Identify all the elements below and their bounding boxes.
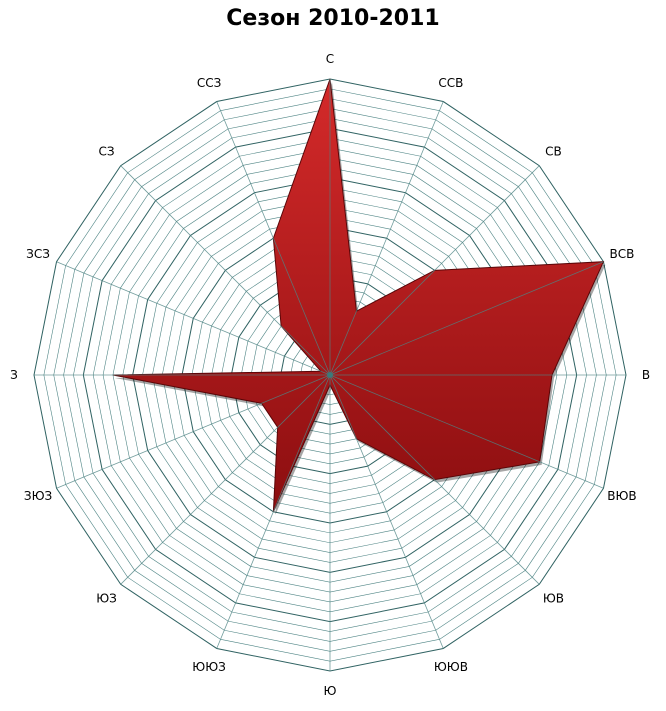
axis-label: ЗЮЗ: [24, 489, 52, 503]
axis-label: С: [326, 52, 334, 66]
center-dot: [327, 372, 333, 378]
spoke: [329, 374, 444, 649]
axis-label: ЮЮВ: [434, 660, 468, 674]
spoke: [216, 374, 331, 649]
axis-label: З: [10, 368, 18, 382]
spoke: [120, 165, 331, 376]
axis-label: ЗСЗ: [26, 247, 50, 261]
spoke: [120, 374, 331, 585]
axis-label: ССЗ: [197, 76, 221, 90]
spoke: [329, 101, 444, 376]
chart-title: Сезон 2010-2011: [226, 6, 440, 31]
spoke: [56, 374, 331, 489]
spoke: [329, 261, 604, 376]
axis-label: Ю: [324, 684, 337, 698]
spoke: [329, 374, 540, 585]
axis-label: СВ: [545, 145, 562, 159]
axis-label: ЮЗ: [96, 591, 117, 605]
axis-label: СЗ: [99, 145, 115, 159]
axis-label: ВСВ: [610, 247, 635, 261]
spoke: [329, 374, 604, 489]
axis-label: ВЮВ: [607, 489, 636, 503]
spoke: [216, 101, 331, 376]
axis-label: В: [642, 368, 650, 382]
axis-label: ССВ: [438, 76, 463, 90]
spoke: [56, 261, 331, 376]
axis-label: ЮЮЗ: [192, 660, 226, 674]
axis-label: ЮВ: [543, 591, 564, 605]
spoke: [329, 165, 540, 376]
